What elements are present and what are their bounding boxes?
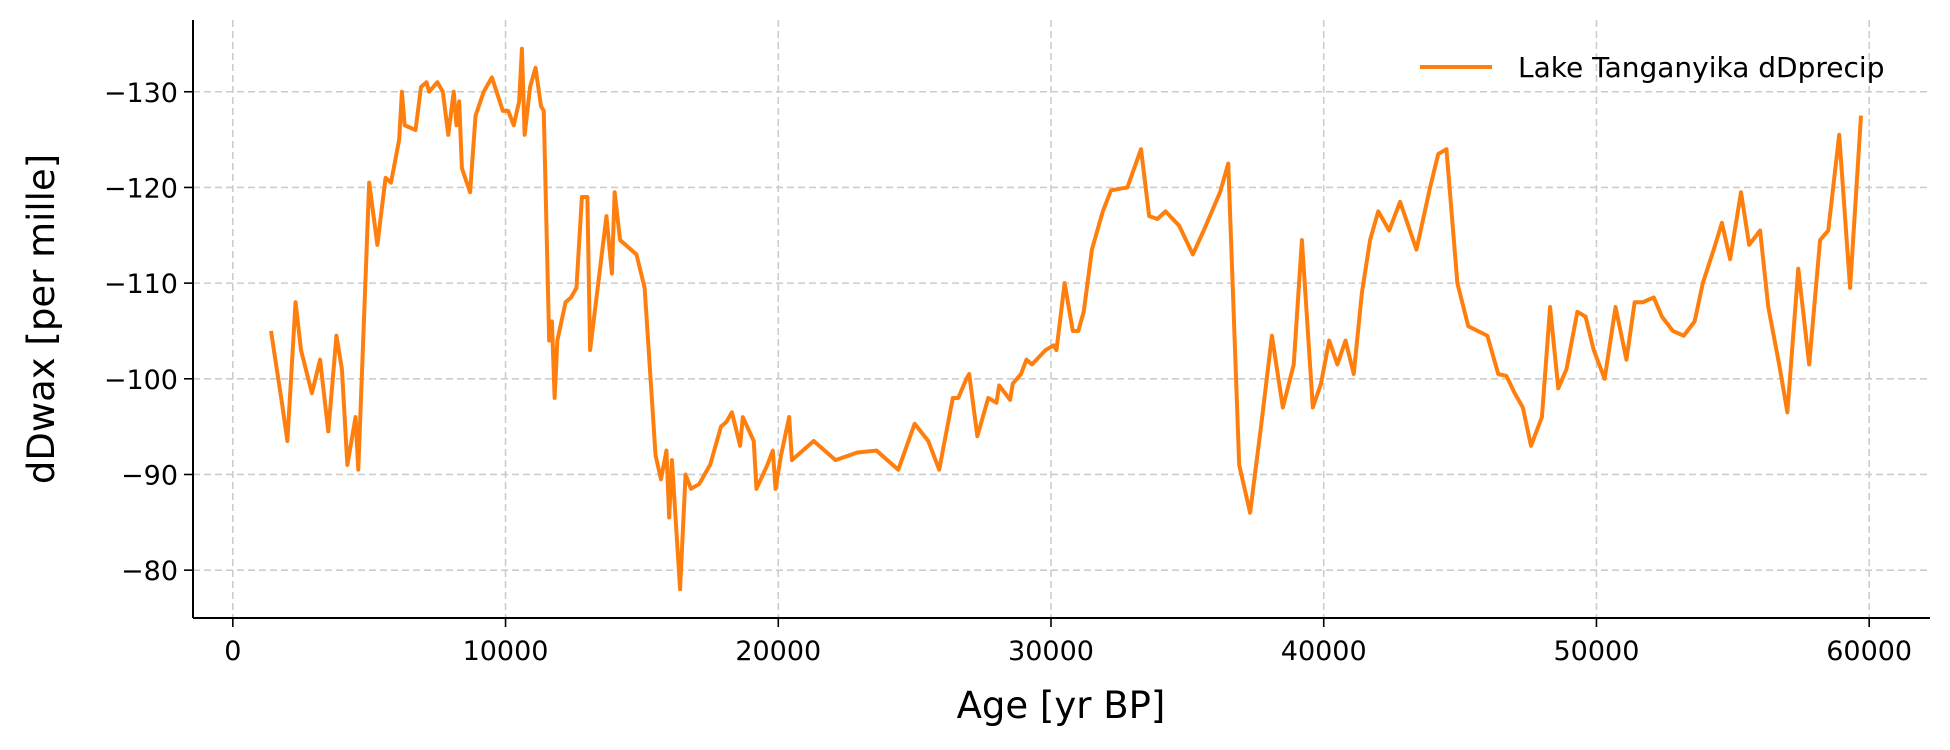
y-tick-label: −120 [104, 173, 178, 204]
x-tick-label: 0 [224, 636, 241, 667]
x-tick-label: 60000 [1826, 636, 1912, 667]
y-axis-label: dDwax [per mille] [20, 154, 63, 484]
legend-label: Lake Tanganyika dDprecip [1518, 51, 1884, 84]
x-tick-label: 50000 [1554, 636, 1640, 667]
x-axis-label: Age [yr BP] [957, 684, 1166, 727]
y-tick-label: −100 [104, 365, 178, 396]
data-line [269, 46, 1863, 592]
y-tick-label: −110 [104, 269, 178, 300]
x-tick-label: 10000 [463, 636, 549, 667]
x-tick-label: 40000 [1281, 636, 1367, 667]
x-tick-label: 20000 [735, 636, 821, 667]
x-tick-label: 30000 [1008, 636, 1094, 667]
y-tick-label: −130 [104, 78, 178, 109]
y-tick-label: −90 [121, 460, 178, 491]
y-tick-label: −80 [121, 556, 178, 587]
